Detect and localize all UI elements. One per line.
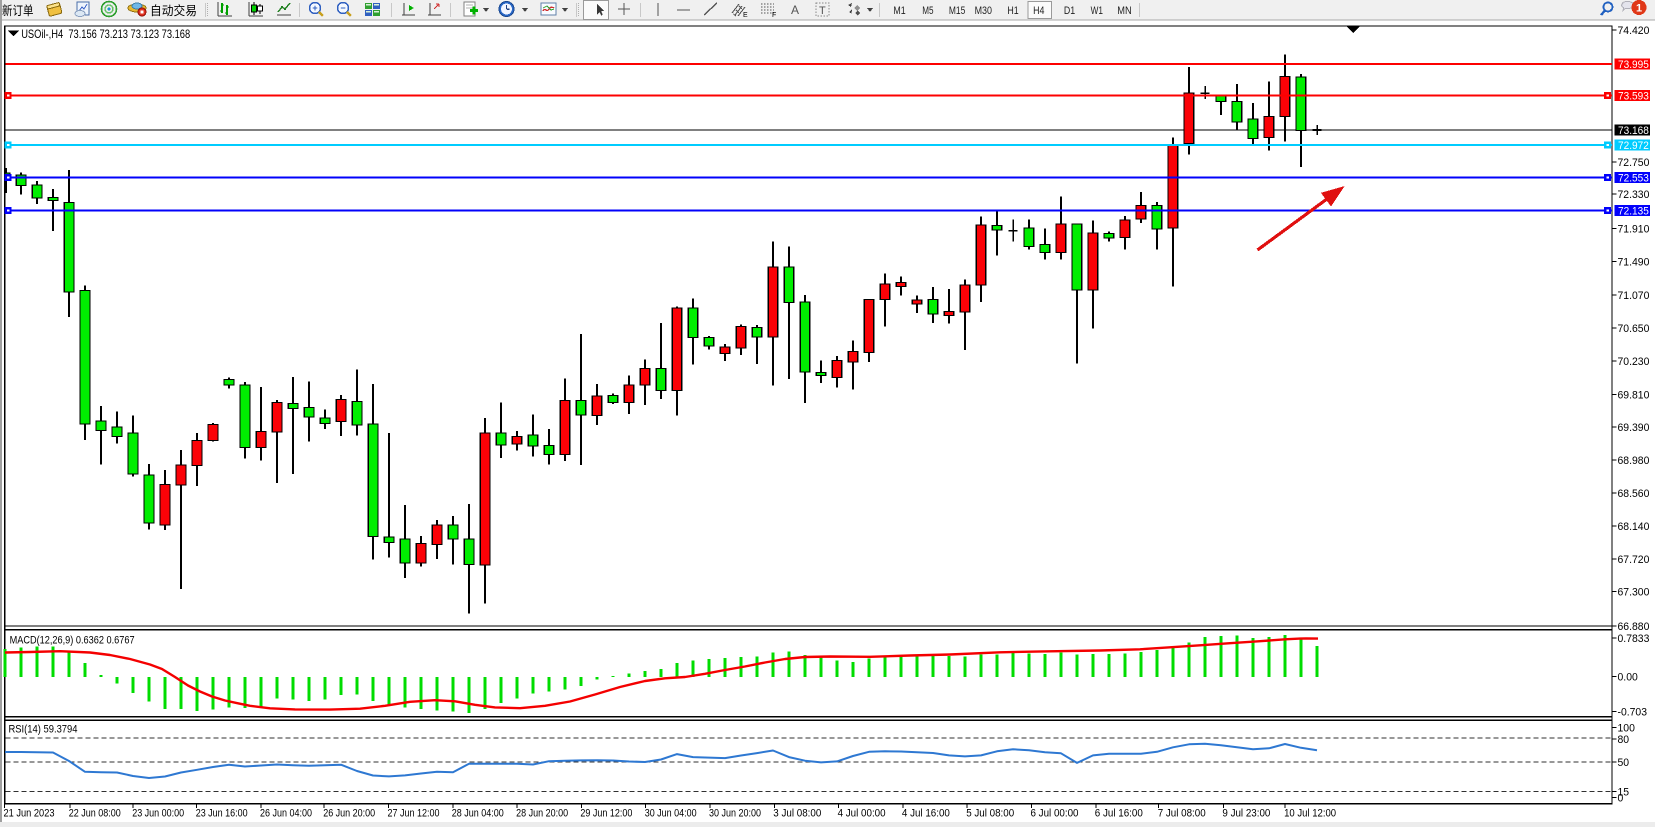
svg-text:67.300: 67.300 (1618, 587, 1650, 599)
svg-text:72.750: 72.750 (1618, 157, 1650, 169)
svg-text:自动交易: 自动交易 (150, 3, 197, 18)
svg-text:68.980: 68.980 (1618, 455, 1650, 467)
svg-text:5 Jul 08:00: 5 Jul 08:00 (966, 808, 1014, 820)
svg-text:新订单: 新订单 (2, 3, 34, 18)
svg-text:67.720: 67.720 (1618, 554, 1650, 566)
svg-text:73.593: 73.593 (1618, 91, 1649, 103)
svg-text:A: A (791, 3, 799, 17)
svg-text:9 Jul 23:00: 9 Jul 23:00 (1222, 808, 1270, 820)
svg-text:+: + (312, 3, 317, 13)
svg-text:50: 50 (1618, 757, 1630, 769)
svg-text:68.140: 68.140 (1618, 521, 1650, 533)
svg-text:E: E (743, 12, 748, 19)
svg-text:1: 1 (1636, 3, 1642, 15)
svg-text:70.650: 70.650 (1618, 323, 1650, 335)
svg-text:100: 100 (1618, 723, 1635, 735)
svg-text:H4: H4 (1033, 5, 1044, 17)
svg-text:6 Jul 00:00: 6 Jul 00:00 (1031, 808, 1079, 820)
svg-text:M1: M1 (893, 5, 905, 17)
svg-text:68.560: 68.560 (1618, 488, 1650, 500)
svg-text:T: T (819, 5, 826, 17)
svg-text:6 Jul 16:00: 6 Jul 16:00 (1095, 808, 1143, 820)
svg-text:−: − (340, 3, 345, 13)
svg-text:4 Jul 00:00: 4 Jul 00:00 (838, 808, 886, 820)
svg-text:M5: M5 (922, 5, 933, 17)
svg-text:28 Jun 20:00: 28 Jun 20:00 (516, 808, 568, 820)
svg-text:-0.703: -0.703 (1618, 706, 1648, 718)
svg-text:3 Jul 08:00: 3 Jul 08:00 (773, 808, 821, 820)
svg-text:72.972: 72.972 (1618, 140, 1649, 152)
svg-text:72.553: 72.553 (1618, 173, 1649, 185)
svg-text:M30: M30 (975, 5, 992, 17)
svg-text:71.070: 71.070 (1618, 290, 1650, 302)
svg-text:69.390: 69.390 (1618, 422, 1650, 434)
svg-text:USOil-,H4 73.156 73.213 73.12: USOil-,H4 73.156 73.213 73.123 73.168 (21, 27, 190, 41)
svg-text:15: 15 (1618, 786, 1630, 798)
svg-text:28 Jun 04:00: 28 Jun 04:00 (452, 808, 504, 820)
svg-text:MN: MN (1117, 5, 1131, 17)
svg-text:4 Jul 16:00: 4 Jul 16:00 (902, 808, 950, 820)
svg-text:74.420: 74.420 (1618, 25, 1650, 37)
svg-text:0.00: 0.00 (1618, 671, 1638, 683)
svg-text:71.490: 71.490 (1618, 257, 1650, 269)
svg-text:D1: D1 (1064, 5, 1075, 17)
svg-text:69.810: 69.810 (1618, 389, 1650, 401)
svg-text:M15: M15 (949, 5, 965, 17)
svg-text:22 Jun 08:00: 22 Jun 08:00 (69, 808, 121, 820)
svg-text:21 Jun 2023: 21 Jun 2023 (4, 808, 55, 820)
svg-text:66.880: 66.880 (1618, 621, 1650, 633)
svg-text:W1: W1 (1091, 5, 1103, 17)
svg-text:7 Jul 08:00: 7 Jul 08:00 (1158, 808, 1206, 820)
svg-text:26 Jun 20:00: 26 Jun 20:00 (323, 808, 375, 820)
svg-text:23 Jun 00:00: 23 Jun 00:00 (132, 808, 184, 820)
svg-text:80: 80 (1618, 734, 1630, 746)
svg-text:29 Jun 12:00: 29 Jun 12:00 (580, 808, 632, 820)
svg-text:73.168: 73.168 (1618, 125, 1649, 137)
svg-text:71.910: 71.910 (1618, 223, 1650, 235)
svg-text:RSI(14) 59.3794: RSI(14) 59.3794 (9, 724, 78, 736)
svg-text:26 Jun 04:00: 26 Jun 04:00 (260, 808, 312, 820)
svg-text:0.7833: 0.7833 (1618, 633, 1650, 645)
svg-text:23 Jun 16:00: 23 Jun 16:00 (196, 808, 248, 820)
svg-text:MACD(12,26,9) 0.6362 0.6767: MACD(12,26,9) 0.6362 0.6767 (10, 635, 135, 647)
svg-text:27 Jun 12:00: 27 Jun 12:00 (388, 808, 440, 820)
svg-text:72.330: 72.330 (1618, 189, 1650, 201)
svg-text:H1: H1 (1007, 5, 1018, 17)
svg-text:73.995: 73.995 (1618, 59, 1649, 71)
svg-text:70.230: 70.230 (1618, 356, 1650, 368)
svg-text:30 Jun 20:00: 30 Jun 20:00 (709, 808, 761, 820)
svg-text:F: F (772, 12, 776, 19)
svg-text:10 Jul 12:00: 10 Jul 12:00 (1284, 808, 1336, 820)
svg-text:0: 0 (1618, 792, 1624, 804)
svg-text:30 Jun 04:00: 30 Jun 04:00 (645, 808, 697, 820)
svg-text:72.135: 72.135 (1618, 206, 1649, 218)
